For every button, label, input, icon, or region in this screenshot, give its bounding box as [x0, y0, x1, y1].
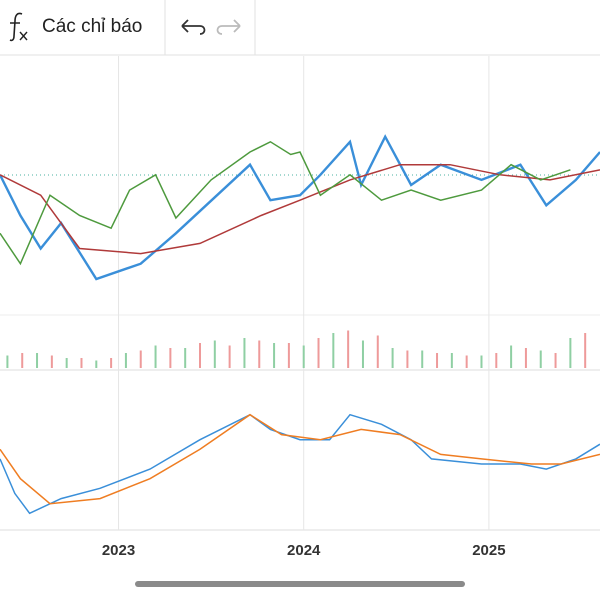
scrollbar[interactable]: [135, 581, 465, 587]
volume-bar: [228, 345, 231, 368]
volume-bar: [258, 340, 261, 368]
volume-bar: [332, 333, 335, 368]
volume-bar: [65, 358, 68, 368]
series-line: [0, 140, 571, 266]
fx-icon-x: [19, 31, 28, 41]
x-tick-label: 2025: [472, 542, 505, 559]
volume-bar: [361, 340, 364, 368]
x-tick-label: 2023: [102, 542, 135, 559]
volume-bar: [421, 350, 424, 368]
volume-bar: [510, 345, 513, 368]
volume-bar: [465, 355, 468, 368]
redo-button[interactable]: [216, 19, 241, 35]
volume-bar: [584, 333, 587, 368]
x-tick-label: 2024: [287, 542, 321, 559]
volume-bar: [347, 330, 350, 368]
volume-bar: [139, 350, 142, 368]
volume-bar: [524, 348, 527, 368]
volume-bar: [184, 348, 187, 368]
volume-bar: [273, 343, 276, 368]
volume-bar: [80, 358, 83, 368]
volume-bar: [317, 338, 320, 368]
volume-bar: [95, 360, 98, 368]
volume-bar: [287, 343, 290, 368]
indicators-label: Các chỉ báo: [42, 16, 142, 37]
series-line: [0, 413, 600, 505]
volume-bar: [450, 353, 453, 368]
volume-bar: [169, 348, 172, 368]
series-line: [0, 134, 600, 281]
volume-bar: [376, 335, 379, 368]
volume-bar: [436, 353, 439, 368]
volume-bar: [213, 340, 216, 368]
volume-bar: [406, 350, 409, 368]
volume-bar: [302, 345, 305, 368]
volume-bar: [21, 353, 24, 368]
volume-bar: [124, 353, 127, 368]
volume-bar: [539, 350, 542, 368]
volume-bar: [554, 353, 557, 368]
volume-bar: [110, 358, 113, 368]
volume-bar: [569, 338, 572, 368]
indicators-button[interactable]: Các chỉ báo: [9, 12, 142, 42]
volume-bar: [495, 353, 498, 368]
volume-bar: [243, 338, 246, 368]
toolbar: Các chỉ báo: [0, 0, 600, 56]
volume-bar: [50, 355, 53, 368]
undo-button[interactable]: [181, 19, 206, 35]
plots: 2023 2024 2025: [0, 56, 600, 559]
volume-bar: [199, 343, 201, 368]
volume-bar: [391, 348, 394, 368]
volume-bar: [36, 353, 39, 368]
volume-bar: [6, 355, 9, 368]
fx-icon: [9, 12, 23, 42]
volume-bar: [154, 345, 157, 368]
volume-bar: [480, 355, 483, 368]
